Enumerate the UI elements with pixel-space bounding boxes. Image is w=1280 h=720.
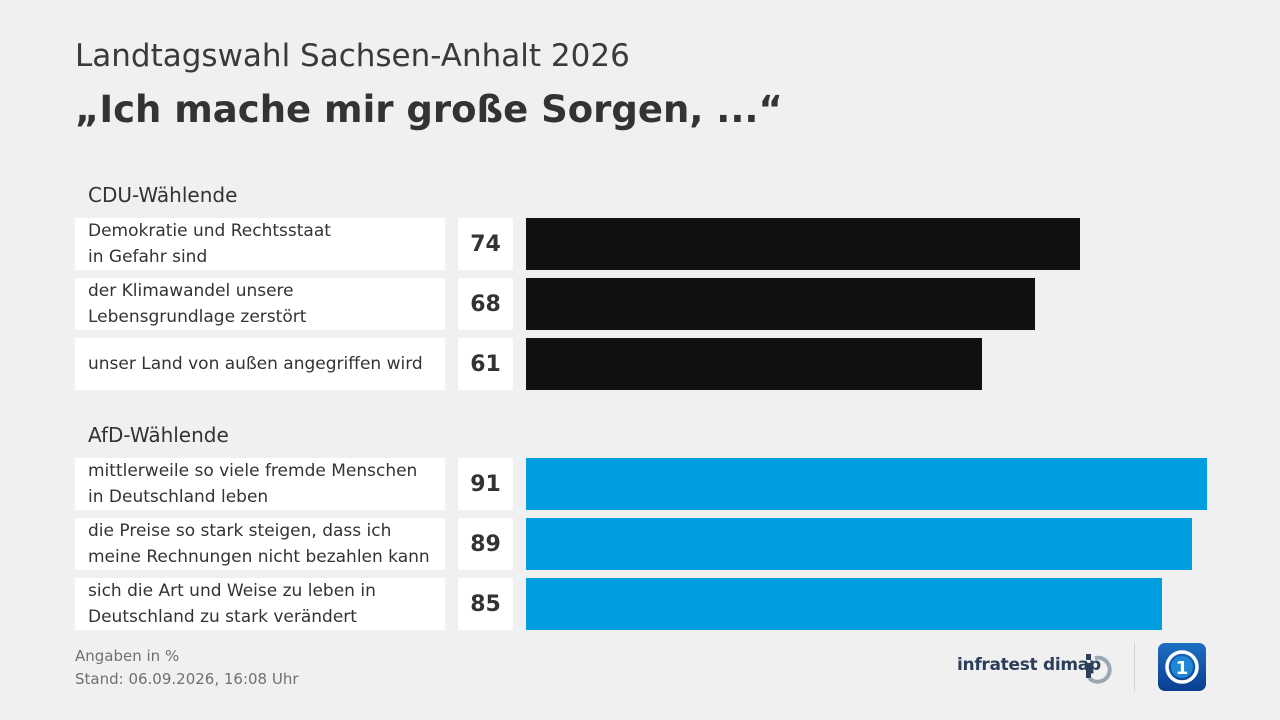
row-label: Demokratie und Rechtsstaat in Gefahr sin… (75, 218, 445, 270)
infratest-dimap-logo-icon (1086, 654, 1112, 684)
bar (526, 458, 1207, 510)
ard-tagesschau-logo-icon: 1 (1158, 643, 1206, 691)
chart-title: „Ich mache mir große Sorgen, ...“ (75, 88, 783, 131)
bar (526, 578, 1162, 630)
data-label: 74 (458, 218, 513, 270)
bar (526, 518, 1192, 570)
row-label-text: mittlerweile so viele fremde Menschen in… (88, 461, 418, 507)
data-label: 61 (458, 338, 513, 390)
group-label: CDU-Wählende (88, 183, 238, 207)
data-label: 91 (458, 458, 513, 510)
row-label: mittlerweile so viele fremde Menschen in… (75, 458, 445, 510)
data-label: 85 (458, 578, 513, 630)
row-label-text: Demokratie und Rechtsstaat in Gefahr sin… (88, 221, 331, 267)
row-label: die Preise so stark steigen, dass ich me… (75, 518, 445, 570)
bar (526, 338, 982, 390)
unit-note: Angaben in % (75, 647, 180, 665)
row-label: unser Land von außen angegriffen wird (75, 338, 445, 390)
logo-divider (1134, 643, 1135, 691)
data-label: 89 (458, 518, 513, 570)
row-label-text: die Preise so stark steigen, dass ich me… (88, 521, 430, 567)
row-label: sich die Art und Weise zu leben in Deuts… (75, 578, 445, 630)
pollster-name: infratest dimap (957, 655, 1101, 675)
svg-text:1: 1 (1176, 658, 1189, 679)
timestamp: Stand: 06.09.2026, 16:08 Uhr (75, 670, 299, 688)
chart-supertitle: Landtagswahl Sachsen-Anhalt 2026 (75, 38, 630, 74)
bar (526, 278, 1035, 330)
row-label-text: der Klimawandel unsere Lebensgrundlage z… (88, 281, 307, 327)
row-label-text: unser Land von außen angegriffen wird (88, 354, 423, 374)
row-label: der Klimawandel unsere Lebensgrundlage z… (75, 278, 445, 330)
bar (526, 218, 1080, 270)
row-label-text: sich die Art und Weise zu leben in Deuts… (88, 581, 376, 627)
data-label: 68 (458, 278, 513, 330)
group-label: AfD-Wählende (88, 423, 229, 447)
